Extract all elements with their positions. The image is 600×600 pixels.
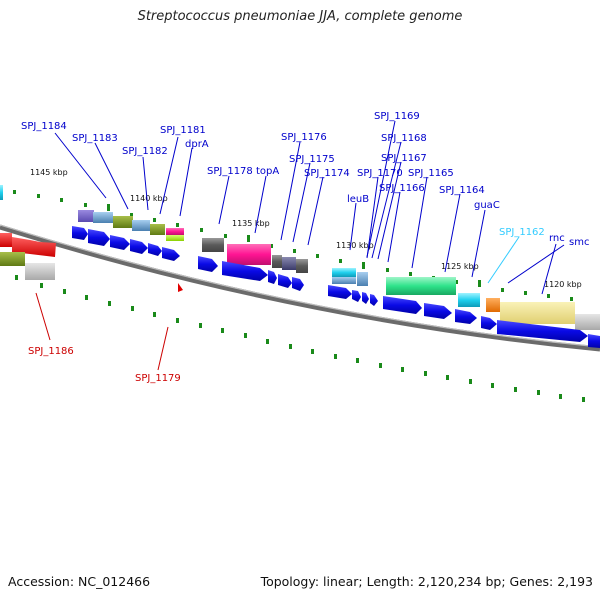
gene-label: smc xyxy=(569,237,589,248)
gene-label: SPJ_1169 xyxy=(374,111,420,122)
gene-label: SPJ_1178 xyxy=(207,166,253,177)
gene-block-pink xyxy=(166,228,184,235)
gene-label: SPJ_1165 xyxy=(408,168,454,179)
gene-label: guaC xyxy=(474,200,500,211)
gene-label: topA xyxy=(256,166,279,177)
label-leaders xyxy=(54,120,565,295)
label-leaders-red xyxy=(35,292,169,371)
scale-label-1125: 1125 kbp xyxy=(441,262,479,271)
gene-block-slate xyxy=(282,257,296,270)
gene-block-olive-2 xyxy=(150,224,165,235)
gene-label: SPJ_1176 xyxy=(281,132,327,143)
scale-label-1120: 1120 kbp xyxy=(544,280,582,289)
gene-label: dprA xyxy=(185,139,209,150)
gene-block-orange xyxy=(486,298,500,312)
gene-label: SPJ_1175 xyxy=(289,154,335,165)
gene-block-steel-3 xyxy=(332,277,356,284)
topology-text: Topology: linear; Length: 2,120,234 bp; … xyxy=(260,574,593,589)
scale-label-1145: 1145 kbp xyxy=(30,168,68,177)
scale-ticks-inner xyxy=(15,275,585,402)
gene-label: SPJ_1179 xyxy=(135,373,181,384)
upper-gene-blocks xyxy=(0,185,600,330)
gene-block-steel-2 xyxy=(132,220,150,231)
gene-label: SPJ_1166 xyxy=(379,183,425,194)
leader-spj1162 xyxy=(487,236,520,284)
gene-block-lime xyxy=(166,235,184,241)
gene-label: rnc xyxy=(549,233,565,244)
gene-label: SPJ_1181 xyxy=(160,125,206,136)
cds-arrows xyxy=(72,226,600,348)
genome-backbone xyxy=(0,224,600,352)
gene-block-steel-4 xyxy=(357,272,368,286)
gene-label: SPJ_1183 xyxy=(72,133,118,144)
gene-block-steel xyxy=(93,212,113,223)
gene-label: SPJ_1162 xyxy=(499,227,545,238)
gene-block-khaki xyxy=(500,302,575,324)
gene-block-grey-2 xyxy=(272,255,282,268)
gene-block-cyan-small xyxy=(332,268,356,277)
gene-label: SPJ_1182 xyxy=(122,146,168,157)
accession-text: Accession: NC_012466 xyxy=(8,574,151,589)
gene-label: leuB xyxy=(347,194,369,205)
gene-block-lightgrey-2 xyxy=(25,263,55,280)
gene-block-grey xyxy=(202,238,224,252)
scale-label-1135: 1135 kbp xyxy=(232,219,270,228)
gene-block-red xyxy=(0,233,12,247)
scale-label-1130: 1130 kbp xyxy=(336,241,374,250)
gene-label: SPJ_1167 xyxy=(381,153,427,164)
gene-block-grey-3 xyxy=(296,259,308,273)
gene-label: SPJ_1186 xyxy=(28,346,74,357)
gene-block-green xyxy=(386,277,456,295)
gene-block-magenta xyxy=(227,244,271,265)
gene-label: SPJ_1170 xyxy=(357,168,403,179)
gene-block-olive xyxy=(113,216,133,228)
scale-label-1140: 1140 kbp xyxy=(130,194,168,203)
genome-title: Streptococcus pneumoniae JJA, complete g… xyxy=(137,9,463,24)
gene-block-olive-3 xyxy=(0,252,25,266)
gene-block-lightgrey xyxy=(575,314,600,330)
gene-label: SPJ_1184 xyxy=(21,121,67,132)
gene-label: SPJ_1174 xyxy=(304,168,350,179)
gene-label: SPJ_1164 xyxy=(439,185,485,196)
scale-labels: 1145 kbp 1140 kbp 1135 kbp 1130 kbp 1125… xyxy=(30,168,582,289)
gene-block-cyan xyxy=(458,293,480,307)
gene-marker-spj1179 xyxy=(178,283,183,292)
genome-backbone-highlight xyxy=(0,224,600,348)
gene-block-purple xyxy=(78,210,94,222)
gene-labels: SPJ_1184 SPJ_1183 SPJ_1182 SPJ_1181 dprA… xyxy=(21,111,589,384)
gene-block-cyan-edge xyxy=(0,185,3,200)
gene-label: SPJ_1168 xyxy=(381,133,427,144)
